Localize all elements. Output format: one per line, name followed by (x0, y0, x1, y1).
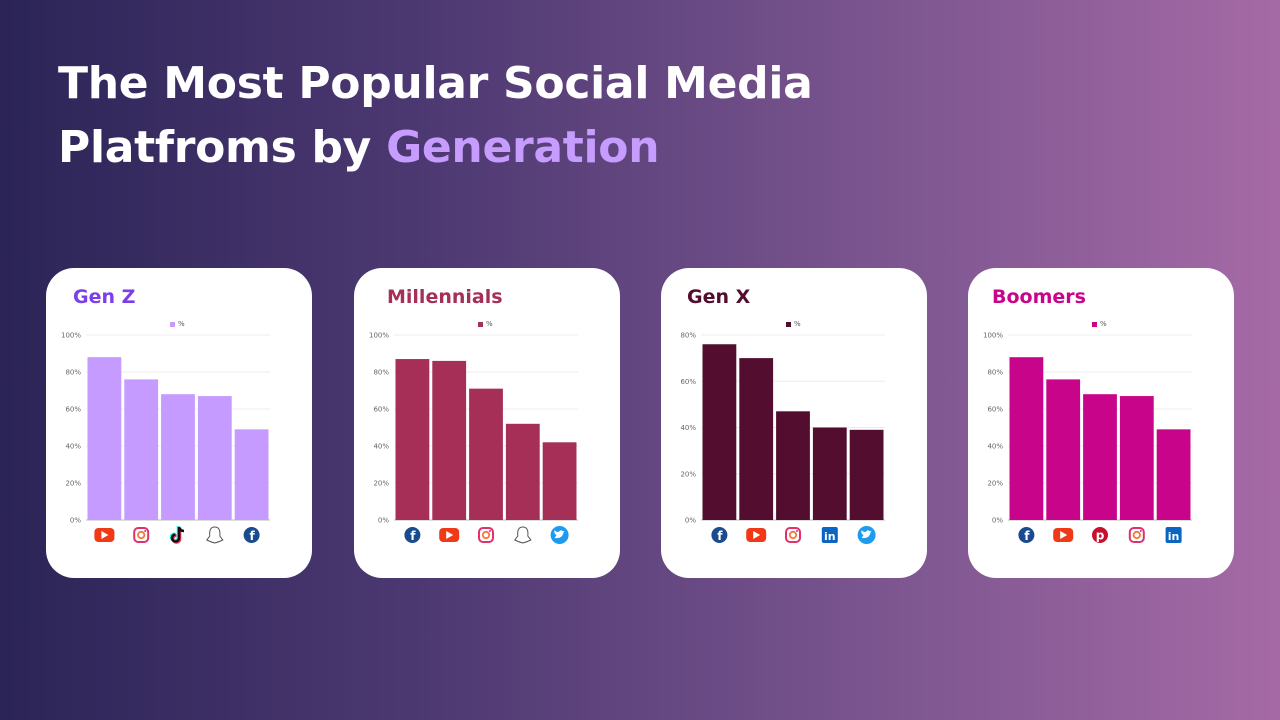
bar-facebook (234, 429, 269, 520)
gen-x-card: Gen X % 0% 20% 40% 60% 80% f in (661, 268, 927, 578)
legend-label: % (178, 320, 185, 328)
y-tick-label: 40% (373, 443, 389, 451)
title-line-2-prefix: Platfroms by (58, 122, 387, 173)
y-tick-label: 0% (992, 517, 1003, 525)
millennials-card-title: Millennials (387, 286, 503, 308)
y-tick-label: 40% (65, 443, 81, 451)
y-tick-label: 80% (680, 332, 696, 340)
snapchat-icon (206, 526, 224, 544)
bar-snapchat (197, 396, 232, 520)
bar-instagram (776, 411, 810, 520)
legend-swatch (786, 321, 791, 327)
bar-linkedin (1156, 429, 1191, 520)
tiktok-icon (169, 526, 185, 544)
y-tick-label: 20% (987, 480, 1003, 488)
linkedin-icon: in (821, 527, 838, 543)
facebook-icon: f (711, 527, 728, 543)
svg-text:f: f (249, 529, 255, 543)
title-highlight: Generation (386, 122, 660, 173)
y-tick-label: 80% (65, 369, 81, 377)
y-tick-label: 60% (65, 406, 81, 414)
boomers-legend: % (1092, 320, 1107, 328)
bar-facebook (1009, 357, 1044, 520)
y-tick-label: 60% (987, 406, 1003, 414)
instagram-icon (133, 527, 150, 543)
y-tick-label: 40% (680, 424, 696, 432)
svg-text:in: in (1168, 530, 1180, 543)
instagram-icon (1128, 527, 1145, 543)
y-tick-label: 20% (65, 480, 81, 488)
linkedin-icon: in (1165, 527, 1182, 543)
facebook-icon: f (404, 527, 421, 543)
bar-youtube (87, 357, 122, 520)
bar-tiktok (161, 394, 195, 520)
youtube-icon (1053, 528, 1074, 542)
page-title: The Most Popular Social Media Platfroms … (58, 52, 813, 180)
boomers-card: Boomers % 0% 20% 40% 60% 80% 100% f p in (968, 268, 1234, 578)
bar-pinterest (1083, 394, 1117, 520)
svg-text:f: f (410, 529, 416, 543)
bar-twitter (542, 442, 577, 520)
gen-x-legend: % (786, 320, 801, 328)
gen-z-card: Gen Z % 0% 20% 40% 60% 80% 100% f (46, 268, 312, 578)
gen-x-bar-chart: 0% 20% 40% 60% 80% f in (680, 332, 885, 544)
legend-label: % (1100, 320, 1107, 328)
instagram-icon (478, 527, 494, 543)
bar-facebook (702, 344, 737, 520)
millennials-legend: % (478, 320, 493, 328)
bar-youtube (1046, 379, 1081, 520)
gen-x-card-title: Gen X (687, 286, 751, 308)
y-tick-label: 0% (70, 517, 81, 525)
youtube-icon (94, 528, 115, 542)
boomers-bar-chart: 0% 20% 40% 60% 80% 100% f p in (983, 332, 1192, 543)
svg-text:p: p (1096, 529, 1105, 543)
bar-youtube (739, 358, 774, 520)
legend-swatch (170, 321, 175, 327)
legend-label: % (486, 320, 493, 328)
y-tick-label: 100% (369, 332, 389, 340)
bar-instagram (124, 379, 159, 520)
legend-swatch (1092, 321, 1097, 327)
twitter-icon (550, 526, 569, 544)
gen-z-bar-chart: 0% 20% 40% 60% 80% 100% f (61, 332, 270, 544)
snapchat-icon (514, 526, 532, 544)
bar-twitter (849, 429, 884, 520)
y-tick-label: 100% (983, 332, 1003, 340)
facebook-icon: f (1018, 527, 1035, 543)
y-tick-label: 40% (987, 443, 1003, 451)
twitter-icon (857, 526, 876, 544)
svg-text:f: f (1024, 529, 1030, 543)
bar-youtube (432, 360, 467, 520)
youtube-icon (746, 528, 767, 542)
y-tick-label: 100% (61, 332, 81, 340)
y-tick-label: 0% (685, 517, 696, 525)
svg-text:f: f (717, 529, 723, 543)
y-tick-label: 80% (373, 369, 389, 377)
y-tick-label: 60% (373, 406, 389, 414)
facebook-icon: f (243, 527, 260, 543)
bar-instagram (1119, 396, 1154, 520)
legend-swatch (478, 321, 483, 327)
gen-z-legend: % (170, 320, 185, 328)
boomers-card-title: Boomers (992, 286, 1086, 308)
y-tick-label: 80% (987, 369, 1003, 377)
title-line-1: The Most Popular Social Media (58, 58, 813, 109)
bar-linkedin (812, 427, 847, 520)
bar-instagram (469, 388, 503, 520)
svg-text:in: in (824, 530, 836, 543)
youtube-icon (439, 528, 460, 542)
bar-facebook (395, 359, 430, 520)
title-line-2: Platfroms by Generation (58, 116, 813, 180)
y-tick-label: 20% (680, 470, 696, 478)
y-tick-label: 60% (680, 378, 696, 386)
pinterest-icon: p (1092, 527, 1108, 543)
instagram-icon (785, 527, 801, 543)
y-tick-label: 20% (373, 480, 389, 488)
millennials-bar-chart: 0% 20% 40% 60% 80% 100% f (369, 332, 578, 544)
y-tick-label: 0% (378, 517, 389, 525)
millennials-card: Millennials % 0% 20% 40% 60% 80% 100% f (354, 268, 620, 578)
bar-snapchat (505, 423, 540, 520)
legend-label: % (794, 320, 801, 328)
gen-z-card-title: Gen Z (73, 286, 136, 308)
